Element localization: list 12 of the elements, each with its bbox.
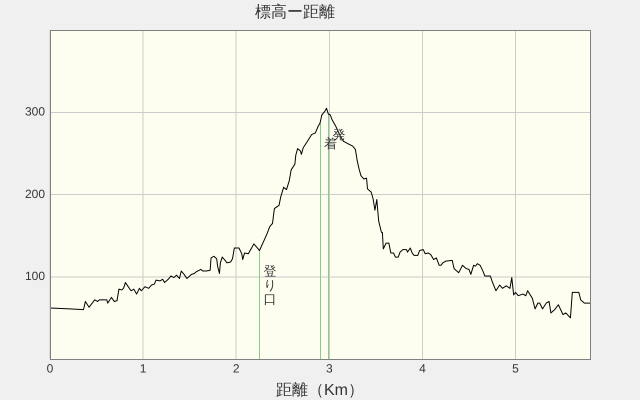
y-tick-label: 300 (24, 104, 46, 119)
chart-title: 標高ー距離 (255, 3, 335, 22)
y-tick-label: 200 (24, 186, 46, 201)
x-tick-label: 0 (46, 362, 54, 376)
x-axis-title: 距離（Km） (276, 380, 364, 399)
x-tick-label: 1 (140, 362, 147, 376)
ref-line-label: 登り口 (263, 264, 276, 307)
x-tick-label: 2 (232, 362, 240, 376)
x-tick-label: 5 (512, 362, 520, 376)
x-tick-label: 3 (326, 362, 333, 376)
y-tick-label: 100 (24, 269, 46, 284)
x-tick-label: 4 (419, 362, 426, 376)
